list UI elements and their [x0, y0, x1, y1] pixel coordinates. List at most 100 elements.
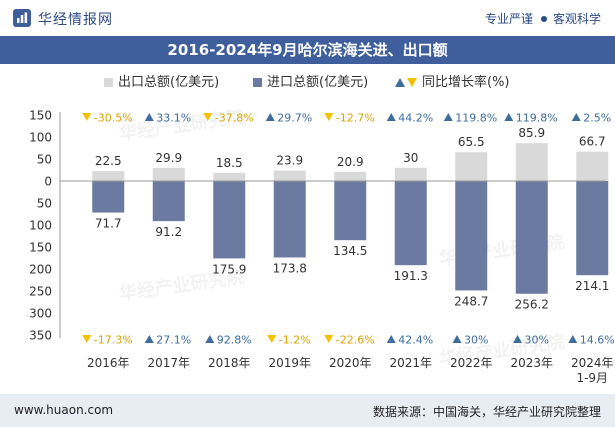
import-growth-label: 27.1%	[156, 334, 191, 347]
import-value-label: 191.3	[394, 269, 428, 283]
legend-export-label: 出口总额(亿美元)	[118, 75, 220, 90]
y-tick-label: 50	[37, 153, 52, 167]
export-value-label: 22.5	[95, 154, 122, 168]
export-growth-label: -12.7%	[336, 112, 375, 125]
x-tick-label: 2022年	[450, 356, 493, 370]
legend-export-swatch	[104, 78, 113, 87]
import-growth-label: 42.4%	[398, 334, 433, 347]
import-value-label: 173.8	[273, 261, 307, 275]
export-growth-label: -37.8%	[215, 112, 254, 125]
y-tick-label: 300	[29, 307, 52, 321]
export-value-label: 18.5	[216, 156, 243, 170]
x-tick-label: 1-9月	[576, 371, 608, 385]
export-growth-label: 2.5%	[583, 112, 611, 125]
separator-dot	[540, 16, 547, 22]
export-value-label: 65.5	[458, 135, 485, 149]
export-bar	[152, 167, 185, 181]
import-bar	[334, 181, 367, 241]
export-growth-marker	[443, 113, 453, 121]
export-value-label: 85.9	[518, 126, 545, 140]
y-tick-label: 0	[44, 175, 52, 189]
legend-import-label: 进口总额(亿美元)	[267, 75, 369, 90]
legend-growth-icon	[395, 78, 417, 87]
export-growth-marker	[82, 113, 92, 121]
legend-growth-label: 同比增长率(%)	[422, 75, 510, 90]
logo-icon	[13, 9, 31, 27]
export-bar	[515, 143, 548, 181]
y-tick-label: 50	[37, 197, 52, 211]
import-bar	[213, 181, 246, 259]
import-growth-label: -1.2%	[279, 334, 311, 347]
import-value-label: 248.7	[454, 294, 488, 308]
export-growth-label: 44.2%	[398, 112, 433, 125]
site-name: 华经情报网	[38, 12, 113, 28]
legend-growth: 同比增长率(%)	[395, 74, 510, 92]
legend-import: 进口总额(亿美元)	[253, 74, 368, 92]
tagline-2: 客观科学	[552, 12, 601, 26]
import-bar	[92, 181, 125, 213]
import-growth-marker	[267, 335, 277, 343]
import-growth-marker	[386, 335, 396, 343]
export-growth-marker	[571, 113, 581, 121]
export-growth-marker	[324, 113, 334, 121]
export-value-label: 23.9	[276, 153, 303, 167]
import-growth-label: -17.3%	[94, 334, 133, 347]
y-tick-label: 100	[29, 219, 52, 233]
export-growth-marker	[203, 113, 213, 121]
export-growth-marker	[386, 113, 396, 121]
export-growth-label: 29.7%	[277, 112, 312, 125]
import-growth-marker	[568, 335, 578, 343]
x-tick-label: 2019年	[268, 356, 311, 370]
legend-export: 出口总额(亿美元)	[104, 74, 219, 92]
export-value-label: 66.7	[579, 135, 606, 149]
import-value-label: 175.9	[212, 262, 246, 276]
export-bar	[394, 167, 427, 181]
x-tick-label: 2016年	[87, 356, 130, 370]
import-growth-label: 30%	[525, 334, 549, 347]
tagline: 专业严谨 客观科学	[485, 10, 601, 27]
import-growth-marker	[452, 335, 462, 343]
import-growth-label: -22.6%	[336, 334, 375, 347]
export-growth-marker	[504, 113, 514, 121]
import-bar	[455, 181, 488, 291]
import-bar	[152, 181, 185, 222]
import-value-label: 71.7	[95, 217, 122, 231]
top-bar: 华经情报网 专业严谨 客观科学	[0, 0, 615, 36]
import-growth-label: 14.6%	[580, 334, 615, 347]
export-bar	[213, 172, 246, 181]
tagline-1: 专业严谨	[484, 12, 533, 26]
y-tick-label: 100	[29, 131, 52, 145]
export-value-label: 30	[403, 151, 418, 165]
x-tick-label: 2024年	[571, 356, 614, 370]
export-growth-label: 119.8%	[455, 112, 497, 125]
x-tick-label: 2021年	[389, 356, 432, 370]
y-tick-label: 200	[29, 263, 52, 277]
footer: www.huaon.com 数据来源：中国海关，华经产业研究院整理	[0, 394, 615, 427]
import-value-label: 214.1	[575, 279, 609, 293]
export-bar	[92, 171, 125, 181]
y-tick-label: 350	[29, 329, 52, 343]
footer-url: www.huaon.com	[14, 403, 114, 417]
x-tick-label: 2017年	[147, 356, 190, 370]
import-growth-marker	[205, 335, 215, 343]
import-bar	[576, 181, 609, 276]
export-growth-label: 119.8%	[516, 112, 558, 125]
export-bar	[273, 170, 306, 181]
export-growth-marker	[144, 113, 154, 121]
y-tick-label: 250	[29, 285, 52, 299]
import-growth-label: 92.8%	[217, 334, 252, 347]
export-bar	[455, 152, 488, 181]
import-value-label: 91.2	[155, 225, 182, 239]
chart-plot: 15010050050100150200250300350华经产业研究院华经产业…	[29, 106, 615, 385]
y-tick-label: 150	[29, 241, 52, 255]
footer-source: 数据来源：中国海关，华经产业研究院整理	[372, 405, 601, 419]
legend: 出口总额(亿美元) 进口总额(亿美元) 同比增长率(%)	[0, 74, 615, 92]
export-value-label: 20.9	[337, 155, 364, 169]
legend-import-swatch	[253, 78, 262, 87]
x-tick-label: 2023年	[510, 356, 553, 370]
import-growth-label: 30%	[464, 334, 488, 347]
chart-title: 2016-2024年9月哈尔滨海关进、出口额	[167, 41, 448, 59]
x-tick-label: 2018年	[208, 356, 251, 370]
title-band: 2016-2024年9月哈尔滨海关进、出口额	[0, 36, 615, 64]
